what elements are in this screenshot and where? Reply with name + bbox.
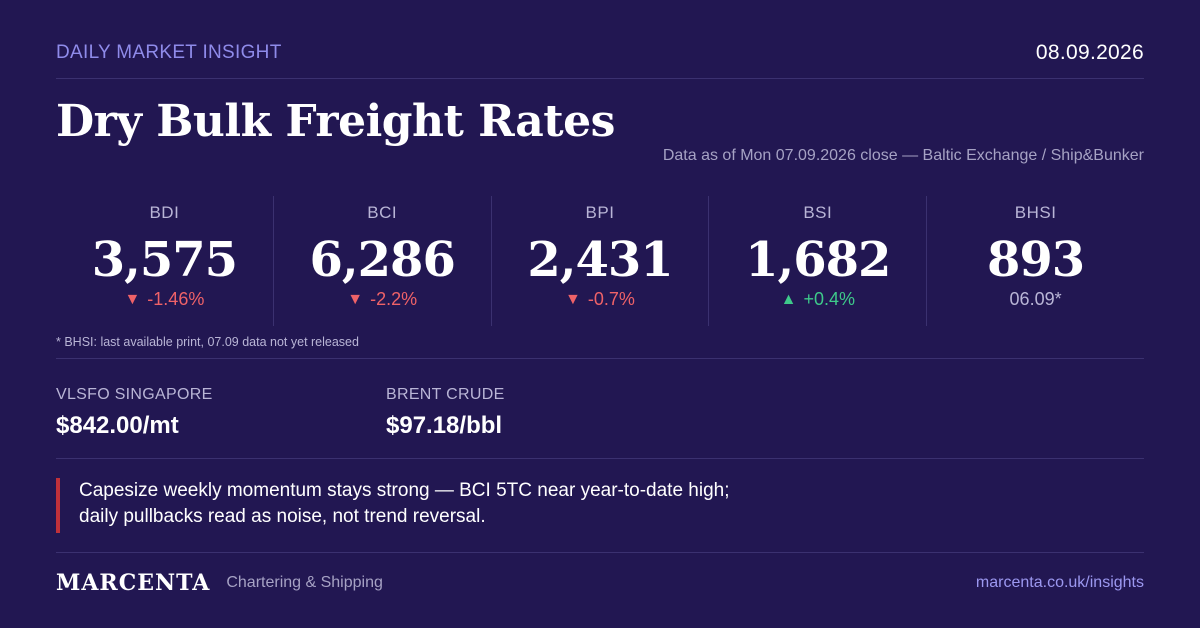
index-name: BDI (149, 203, 180, 222)
down-triangle-icon: ▼ (347, 290, 364, 308)
index-value: 893 (986, 232, 1085, 288)
brand-logo: MARCENTA (56, 570, 211, 596)
index-bci: BCI 6,286 ▼ -2.2% (272, 196, 491, 326)
top-bar: DAILY MARKET INSIGHT 08.09.2026 (56, 40, 1144, 66)
index-change: 06.09* (927, 289, 1144, 310)
index-value: 3,575 (91, 232, 238, 288)
down-triangle-icon: ▼ (565, 290, 581, 308)
market-commentary: Capesize weekly momentum stays strong — … (56, 478, 756, 533)
change-percent: -2.2% (370, 289, 418, 309)
change-percent: -1.46% (147, 289, 205, 309)
index-value: 6,286 (309, 232, 456, 288)
index-bdi: BDI 3,575 ▼ -1.46% (56, 196, 273, 326)
report-date: 08.09.2026 (1035, 41, 1144, 64)
website-link[interactable]: marcenta.co.uk/insights (975, 574, 1144, 591)
page-title: Dry Bulk Freight Rates (56, 96, 615, 147)
data-source: Data as of Mon 07.09.2026 close — Baltic… (662, 147, 1144, 164)
last-print-date: 06.09* (1009, 289, 1062, 309)
index-change: ▼ -2.2% (274, 289, 491, 310)
insight-card: DAILY MARKET INSIGHT 08.09.2026 Dry Bulk… (56, 0, 1144, 628)
footer: MARCENTA Chartering & Shipping marcenta.… (56, 568, 1144, 598)
commodity-label: VLSFO SINGAPORE (56, 386, 213, 403)
index-bhsi: BHSI 893 06.09* (926, 196, 1144, 326)
index-change: ▲ +0.4% (709, 289, 926, 310)
commodity-value: $842.00/mt (56, 412, 179, 439)
divider-lower (56, 458, 1144, 459)
down-triangle-icon: ▼ (124, 290, 141, 308)
change-percent: +0.4% (803, 289, 855, 309)
kicker-label: DAILY MARKET INSIGHT (56, 42, 282, 63)
index-change: ▼ -0.7% (492, 289, 709, 310)
change-percent: -0.7% (587, 289, 635, 309)
up-triangle-icon: ▲ (780, 290, 797, 308)
commodity-value: $97.18/bbl (386, 412, 503, 439)
index-value: 2,431 (527, 232, 673, 288)
footnote: * BHSI: last available print, 07.09 data… (56, 335, 359, 349)
index-bsi: BSI 1,682 ▲ +0.4% (708, 196, 926, 326)
commodity-label: BRENT CRUDE (386, 386, 505, 403)
divider-top (56, 78, 1144, 79)
index-name: BSI (803, 203, 833, 222)
index-name: BCI (367, 203, 398, 222)
index-change: ▼ -1.46% (56, 289, 273, 310)
index-name: BHSI (1014, 203, 1057, 222)
divider-footer (56, 552, 1144, 553)
index-name: BPI (585, 203, 615, 222)
brand-tagline: Chartering & Shipping (226, 574, 383, 591)
divider-middle (56, 358, 1144, 359)
commodity-brent: BRENT CRUDE $97.18/bbl (386, 386, 505, 440)
index-bpi: BPI 2,431 ▼ -0.7% (490, 196, 709, 326)
commodity-vlsfo: VLSFO SINGAPORE $842.00/mt (56, 386, 213, 440)
index-value: 1,682 (745, 232, 891, 288)
index-panel: BDI 3,575 ▼ -1.46% BCI 6,286 ▼ -2.2% BPI… (56, 196, 1144, 326)
